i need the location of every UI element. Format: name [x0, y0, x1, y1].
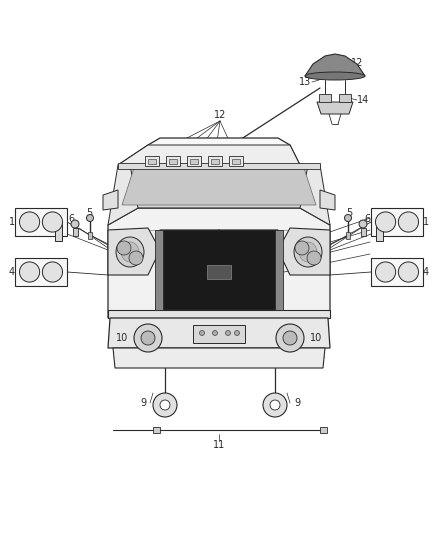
Polygon shape — [300, 165, 330, 225]
Polygon shape — [153, 427, 160, 433]
Circle shape — [199, 330, 205, 335]
Circle shape — [234, 330, 240, 335]
Bar — [371, 208, 423, 236]
Polygon shape — [320, 427, 327, 433]
Circle shape — [276, 324, 304, 352]
Bar — [166, 156, 180, 166]
Bar — [15, 258, 67, 286]
Circle shape — [283, 331, 297, 345]
Circle shape — [270, 400, 280, 410]
Text: 1: 1 — [9, 217, 15, 227]
Circle shape — [226, 330, 230, 335]
Polygon shape — [156, 230, 282, 310]
Text: 12: 12 — [351, 58, 363, 68]
Circle shape — [398, 212, 419, 232]
Text: 7: 7 — [385, 217, 391, 227]
Bar — [376, 223, 383, 241]
Text: 6: 6 — [364, 214, 370, 224]
Ellipse shape — [299, 242, 317, 262]
Polygon shape — [122, 168, 316, 205]
Bar — [232, 159, 240, 164]
Bar — [229, 156, 243, 166]
Circle shape — [134, 324, 162, 352]
Circle shape — [42, 262, 63, 282]
Polygon shape — [317, 102, 353, 114]
Text: 5: 5 — [86, 208, 92, 218]
Circle shape — [212, 330, 218, 335]
Circle shape — [263, 393, 287, 417]
Circle shape — [375, 262, 396, 282]
Text: 1: 1 — [423, 217, 429, 227]
Text: 7: 7 — [47, 217, 53, 227]
Text: 9: 9 — [140, 398, 146, 408]
Bar — [207, 265, 231, 279]
Bar — [73, 228, 78, 236]
Polygon shape — [103, 190, 118, 210]
Circle shape — [141, 331, 155, 345]
Ellipse shape — [121, 242, 139, 262]
Polygon shape — [319, 94, 331, 102]
Bar — [193, 325, 245, 343]
Circle shape — [117, 241, 131, 255]
Bar — [187, 156, 201, 166]
Bar — [55, 223, 62, 241]
Ellipse shape — [116, 237, 144, 267]
Bar — [371, 258, 423, 286]
Text: 10: 10 — [310, 333, 322, 343]
Polygon shape — [339, 94, 351, 102]
Circle shape — [295, 241, 309, 255]
Polygon shape — [113, 348, 325, 368]
Circle shape — [19, 212, 40, 232]
Bar — [361, 228, 366, 236]
Circle shape — [359, 220, 367, 228]
Polygon shape — [118, 145, 300, 165]
Bar — [275, 230, 283, 310]
Polygon shape — [320, 190, 335, 210]
Circle shape — [398, 262, 419, 282]
Bar — [190, 159, 198, 164]
Polygon shape — [108, 208, 330, 318]
Bar — [148, 159, 156, 164]
Circle shape — [86, 214, 93, 222]
Bar — [211, 159, 219, 164]
Polygon shape — [118, 138, 300, 165]
Text: 14: 14 — [357, 95, 369, 105]
Circle shape — [153, 393, 177, 417]
Text: 13: 13 — [299, 77, 311, 87]
Bar — [88, 232, 92, 239]
Text: 6: 6 — [68, 214, 74, 224]
Circle shape — [345, 214, 352, 222]
Polygon shape — [108, 228, 160, 275]
Bar — [15, 208, 67, 236]
Text: 11: 11 — [213, 440, 225, 450]
Circle shape — [19, 262, 40, 282]
Polygon shape — [305, 54, 365, 76]
Bar — [145, 156, 159, 166]
Polygon shape — [278, 228, 330, 275]
Circle shape — [71, 220, 79, 228]
Bar — [155, 230, 163, 310]
Polygon shape — [108, 310, 330, 318]
Circle shape — [375, 212, 396, 232]
Polygon shape — [108, 165, 138, 225]
Circle shape — [307, 251, 321, 265]
Text: 9: 9 — [294, 398, 300, 408]
Ellipse shape — [294, 237, 322, 267]
Circle shape — [129, 251, 143, 265]
Text: 4: 4 — [9, 267, 15, 277]
Text: 5: 5 — [346, 208, 352, 218]
Text: 4: 4 — [423, 267, 429, 277]
Circle shape — [42, 212, 63, 232]
Polygon shape — [118, 165, 320, 208]
Circle shape — [160, 400, 170, 410]
Text: 12: 12 — [214, 110, 226, 120]
Bar — [208, 156, 222, 166]
Bar — [346, 232, 350, 239]
Polygon shape — [108, 318, 330, 348]
Ellipse shape — [305, 72, 365, 80]
Text: 10: 10 — [116, 333, 128, 343]
Bar — [169, 159, 177, 164]
Bar — [118, 163, 320, 169]
